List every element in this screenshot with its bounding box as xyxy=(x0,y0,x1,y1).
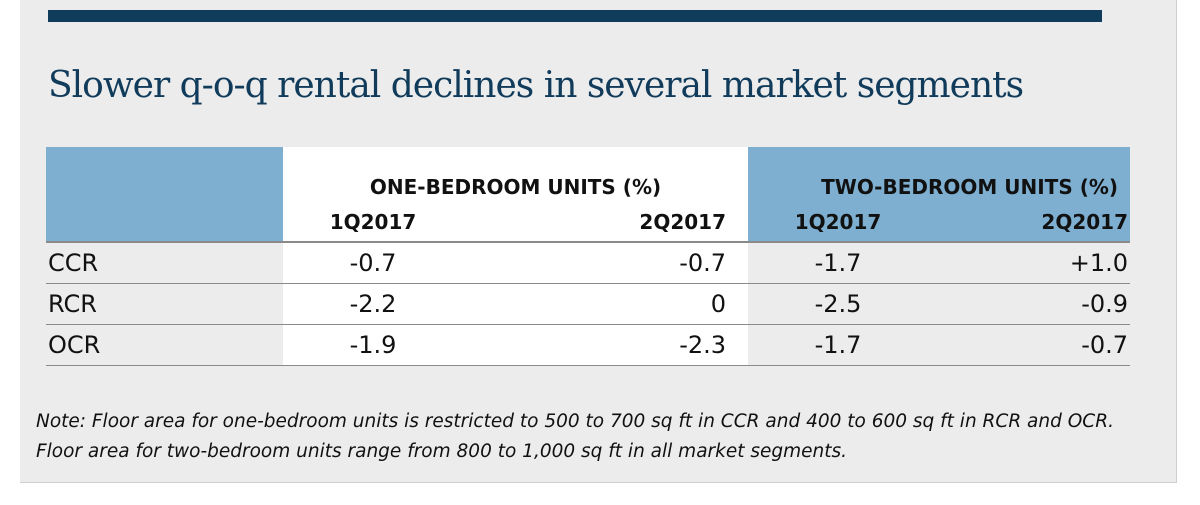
brand-top-bar xyxy=(48,10,1102,22)
value-cell: -2.5 xyxy=(748,283,949,325)
value-cell: -0.7 xyxy=(283,242,483,284)
value-cell: -0.7 xyxy=(948,324,1131,366)
segment-label: CCR xyxy=(46,242,283,284)
value-cell: -1.7 xyxy=(748,242,949,284)
period-header-row: 1Q2017 2Q2017 1Q2017 2Q2017 xyxy=(46,203,1131,243)
rental-table: ONE-BEDROOM UNITS (%) TWO-BEDROOM UNITS … xyxy=(46,147,1131,366)
value-cell: -1.9 xyxy=(283,324,483,366)
value-cell: -2.3 xyxy=(483,324,749,366)
value-cell: -2.2 xyxy=(283,283,483,325)
segment-label: RCR xyxy=(46,283,283,325)
footnote: Note: Floor area for one-bedroom units i… xyxy=(36,411,1114,462)
group-header-row: ONE-BEDROOM UNITS (%) TWO-BEDROOM UNITS … xyxy=(46,147,1131,203)
value-cell: 0 xyxy=(483,283,749,325)
value-cell: -0.7 xyxy=(483,242,749,284)
value-cell: -0.9 xyxy=(948,283,1131,325)
chart-title: Slower q-o-q rental declines in several … xyxy=(48,65,1024,106)
table-row: RCR -2.2 0 -2.5 -0.9 xyxy=(46,283,1131,325)
period-header-one-bedroom-1: 1Q2017 xyxy=(283,203,483,243)
segment-header-cell-lower xyxy=(46,203,283,243)
table-row: OCR -1.9 -2.3 -1.7 -0.7 xyxy=(46,324,1131,366)
segment-label: OCR xyxy=(46,324,283,366)
segment-header-cell xyxy=(46,147,283,203)
group-header-two-bedroom: TWO-BEDROOM UNITS (%) xyxy=(748,147,1131,203)
period-header-one-bedroom-2: 2Q2017 xyxy=(483,203,749,243)
value-cell: -1.7 xyxy=(748,324,949,366)
group-header-one-bedroom: ONE-BEDROOM UNITS (%) xyxy=(283,147,749,203)
table-row: CCR -0.7 -0.7 -1.7 +1.0 xyxy=(46,242,1131,284)
period-header-two-bedroom-1: 1Q2017 xyxy=(748,203,949,243)
period-header-two-bedroom-2: 2Q2017 xyxy=(948,203,1131,243)
value-cell: +1.0 xyxy=(948,242,1131,284)
